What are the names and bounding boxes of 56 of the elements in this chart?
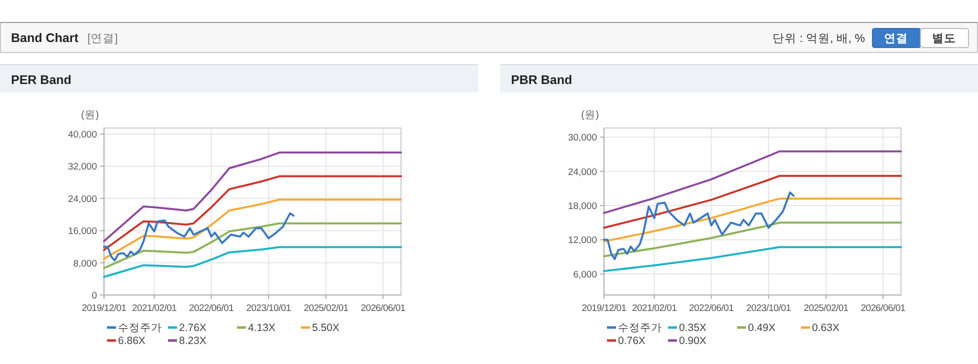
- line-series: [603, 150, 902, 214]
- x-tick-label: 2022/06/01: [189, 303, 234, 314]
- x-tick-label: 2022/06/01: [689, 303, 734, 314]
- line-series: [603, 191, 795, 260]
- text: 연결: [884, 32, 908, 45]
- y-tick-label: 6,000: [573, 269, 597, 280]
- x-tick-label: 2023/10/01: [746, 303, 791, 314]
- text: Band Chart: [11, 31, 80, 45]
- line-series: [103, 152, 402, 242]
- y-tick-label: 12,000: [568, 235, 597, 246]
- x-tick-label: 2021/02/01: [632, 303, 677, 314]
- legend-label: 6.86X: [118, 335, 146, 347]
- legend-label: 0.35X: [679, 322, 706, 334]
- legend-label: 8.23X: [179, 335, 206, 347]
- legend-label: 0.76X: [618, 335, 646, 347]
- line-series: [603, 198, 902, 242]
- text: 단위 : 억원, 배, %: [772, 33, 865, 45]
- y-tick-label: 24,000: [68, 194, 97, 205]
- legend-label: 5.50X: [312, 322, 340, 334]
- y-tick-label: 30,000: [568, 132, 597, 144]
- x-tick-label: 2026/06/01: [860, 303, 906, 314]
- x-tick-label: 2019/12/01: [82, 303, 126, 314]
- y-tick-label: 40,000: [68, 130, 97, 141]
- y-axis-title: (원): [581, 109, 599, 121]
- text: [연결]: [87, 33, 118, 45]
- legend-label: 4.13X: [248, 322, 276, 334]
- chart-title: PBR Band: [511, 73, 572, 87]
- legend-label: 수정주가: [118, 322, 162, 334]
- line-series: [603, 246, 902, 272]
- legend-label: 0.90X: [679, 335, 706, 347]
- x-tick-label: 2025/02/01: [304, 303, 348, 314]
- y-axis-title: (원): [81, 109, 99, 121]
- y-tick-label: 24,000: [568, 166, 597, 178]
- x-tick-label: 2019/12/01: [582, 303, 626, 314]
- chart-title: PER Band: [11, 73, 72, 87]
- y-tick-label: 0: [92, 290, 97, 302]
- x-tick-label: 2025/02/01: [804, 303, 848, 314]
- legend-label: 0.49X: [748, 322, 776, 334]
- y-tick-label: 8,000: [73, 258, 97, 270]
- line-series: [603, 222, 902, 258]
- text: 별도: [932, 32, 956, 45]
- legend-label: 0.63X: [812, 322, 840, 334]
- x-tick-label: 2023/10/01: [246, 303, 291, 314]
- line-series: [603, 174, 902, 229]
- line-series: [103, 222, 402, 270]
- y-tick-label: 16,000: [68, 226, 97, 238]
- legend-label: 2.76X: [179, 322, 206, 334]
- y-tick-label: 18,000: [568, 201, 597, 212]
- x-tick-label: 2026/06/01: [360, 303, 406, 314]
- line-series: [103, 175, 402, 251]
- line-series: [103, 246, 402, 278]
- x-tick-label: 2021/02/01: [132, 303, 177, 314]
- y-tick-label: 32,000: [68, 162, 97, 173]
- legend-label: 수정주가: [618, 322, 662, 334]
- line-series: [103, 198, 402, 260]
- line-series: [103, 212, 295, 262]
